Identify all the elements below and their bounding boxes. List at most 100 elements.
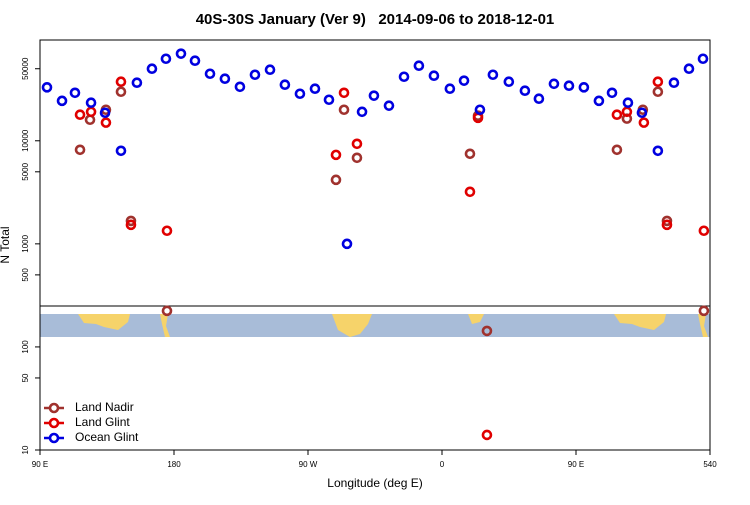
data-point	[99, 107, 111, 119]
data-point	[638, 117, 650, 128]
data-point	[428, 70, 440, 81]
data-point	[519, 85, 531, 97]
data-point	[444, 83, 456, 95]
data-point	[464, 148, 476, 160]
legend-marker	[48, 402, 60, 414]
data-point	[351, 152, 363, 164]
data-point	[338, 87, 350, 99]
data-point	[356, 106, 368, 118]
data-point	[533, 93, 545, 104]
map-land	[698, 314, 708, 337]
data-point	[611, 144, 623, 156]
y-tick-label: 5000	[21, 162, 30, 180]
legend-label: Land Glint	[75, 415, 130, 429]
data-point	[563, 80, 575, 92]
data-point	[146, 63, 158, 75]
data-point	[697, 53, 709, 65]
x-axis-label: Longitude (deg E)	[327, 476, 422, 490]
data-point	[621, 106, 633, 118]
data-point	[131, 77, 143, 88]
plot-frame	[39, 39, 711, 451]
y-tick-label: 100	[21, 340, 30, 354]
x-tick-label: 180	[167, 460, 181, 469]
data-point	[593, 95, 605, 107]
data-point	[338, 104, 350, 116]
legend-marker	[48, 432, 60, 444]
data-point	[234, 81, 246, 93]
data-point	[160, 53, 172, 65]
data-point	[683, 63, 695, 75]
data-point	[161, 305, 173, 317]
data-point	[74, 144, 86, 156]
data-point	[125, 219, 137, 231]
legend-marker	[48, 417, 60, 429]
data-point	[578, 82, 590, 93]
data-point	[309, 83, 321, 95]
data-point	[294, 88, 306, 100]
data-point	[481, 429, 493, 441]
data-point	[351, 138, 363, 150]
legend-label: Ocean Glint	[75, 430, 139, 444]
data-point	[472, 112, 484, 124]
data-point	[503, 76, 515, 88]
data-point	[56, 95, 68, 107]
data-point	[330, 174, 342, 186]
data-point	[330, 149, 342, 161]
data-point	[249, 69, 261, 81]
data-point	[204, 68, 216, 80]
data-point	[548, 78, 560, 90]
data-point	[698, 305, 710, 317]
y-tick-label: 500	[21, 268, 30, 282]
data-point	[606, 87, 618, 99]
data-point	[487, 69, 499, 81]
data-point	[622, 97, 634, 109]
data-point	[264, 64, 276, 76]
x-tick-label: 540	[703, 460, 717, 469]
data-point	[115, 145, 127, 157]
data-point	[652, 76, 664, 88]
y-tick-label: 10000	[21, 129, 30, 152]
legend-label: Land Nadir	[75, 400, 134, 414]
data-point	[611, 109, 623, 121]
data-point	[85, 106, 97, 118]
data-point	[474, 104, 486, 116]
map-land	[468, 314, 484, 324]
y-axis-label: N Total	[0, 226, 12, 263]
data-point	[125, 215, 137, 227]
data-point	[161, 225, 173, 237]
x-tick-label: 0	[440, 460, 445, 469]
y-tick-label: 10	[21, 445, 30, 454]
data-point	[398, 71, 410, 83]
data-point	[85, 97, 97, 109]
data-point	[481, 325, 493, 337]
data-point	[368, 90, 380, 101]
map-land	[78, 314, 130, 330]
x-tick-label: 90 W	[299, 460, 318, 469]
x-tick-label: 90 E	[568, 460, 584, 469]
map-land	[614, 314, 666, 330]
map-land	[332, 314, 372, 337]
data-point	[175, 48, 187, 59]
map-strip	[40, 314, 710, 337]
data-point	[698, 225, 710, 237]
y-tick-label: 50	[21, 373, 30, 382]
data-point	[115, 76, 127, 88]
data-point	[661, 215, 673, 227]
chart-title: 40S-30S January (Ver 9) 2014-09-06 to 20…	[196, 11, 555, 28]
data-point	[668, 77, 680, 88]
data-point	[115, 86, 127, 98]
data-point	[219, 73, 231, 85]
data-point	[69, 87, 81, 99]
data-point	[464, 186, 476, 198]
map-land	[160, 314, 170, 337]
data-point	[661, 219, 673, 231]
data-point	[636, 107, 648, 119]
data-point	[323, 94, 335, 106]
data-point	[652, 145, 664, 157]
data-point	[41, 82, 53, 93]
data-point	[100, 117, 112, 128]
y-tick-label: 50000	[21, 57, 30, 80]
map-ocean	[40, 314, 710, 337]
data-point	[383, 100, 395, 111]
